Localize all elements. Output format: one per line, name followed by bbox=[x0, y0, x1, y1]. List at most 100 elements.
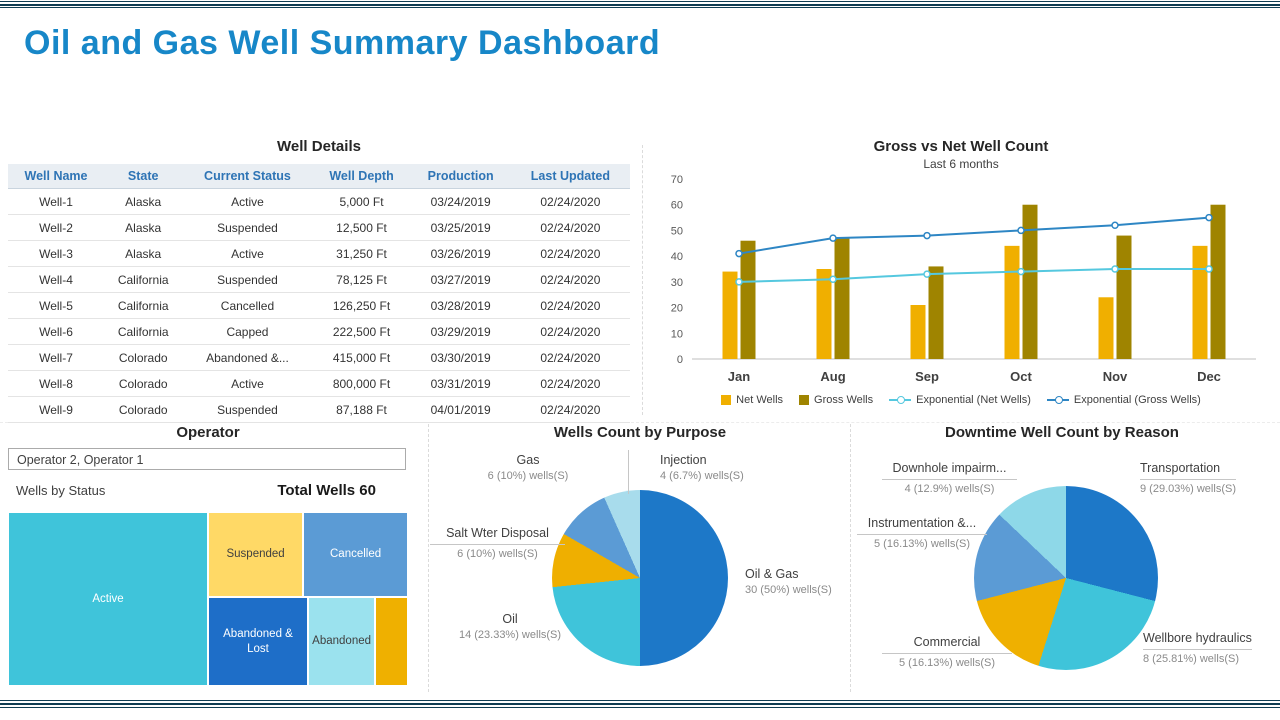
treemap-cell-abandoned-lost[interactable]: Abandoned & Lost bbox=[208, 597, 308, 686]
trend-marker bbox=[829, 234, 837, 242]
top-border-line bbox=[0, 1, 1280, 2]
total-wells-label: Total Wells 60 bbox=[277, 482, 376, 499]
bar-net-wells bbox=[722, 271, 738, 359]
legend-item: Gross Wells bbox=[799, 394, 873, 406]
panel-divider-right bbox=[850, 424, 851, 692]
column-header: Last Updated bbox=[510, 164, 630, 189]
treemap-cell[interactable] bbox=[375, 597, 408, 686]
x-category-label: Aug bbox=[820, 369, 845, 384]
well-details-title: Well Details bbox=[277, 138, 361, 155]
treemap-cell-abandoned[interactable]: Abandoned bbox=[308, 597, 376, 686]
table-row: Well-3 Alaska Active 31,250 Ft 03/26/2019 02/… bbox=[8, 240, 630, 267]
wells-by-status-label: Wells by Status bbox=[16, 483, 106, 498]
page-title: Oil and Gas Well Summary Dashboard bbox=[24, 24, 661, 62]
trend-marker bbox=[923, 270, 931, 278]
bar-gross-wells bbox=[1210, 204, 1226, 359]
legend-label: Net Wells bbox=[736, 394, 784, 406]
table-cell: Capped bbox=[182, 318, 313, 345]
table-cell: 31,250 Ft bbox=[312, 240, 411, 267]
x-category-label: Sep bbox=[915, 369, 939, 384]
bar-gross-wells bbox=[1116, 235, 1132, 359]
operator-panel: Operator Operator 2, Operator 1 Wells by… bbox=[8, 424, 408, 686]
table-cell: Well-1 bbox=[8, 188, 104, 215]
trend-marker bbox=[829, 275, 837, 284]
bar-gross-wells bbox=[1022, 204, 1038, 359]
column-header: Well Depth bbox=[312, 164, 411, 189]
treemap-cell-cancelled[interactable]: Cancelled bbox=[303, 512, 408, 598]
trend-marker bbox=[1111, 221, 1119, 230]
table-cell: California bbox=[104, 318, 183, 345]
table-cell: Active bbox=[182, 188, 313, 215]
pie-label-commercial: Commercial 5 (16.13%) wells(S) bbox=[882, 634, 1012, 671]
table-cell: Active bbox=[182, 370, 313, 397]
table-cell: Abandoned &... bbox=[182, 344, 313, 371]
column-header: Well Name bbox=[8, 164, 104, 189]
table-cell: California bbox=[104, 266, 183, 293]
treemap-cell-active[interactable]: Active bbox=[8, 512, 208, 686]
pie-label-transportation: Transportation 9 (29.03%) wells(S) bbox=[1140, 461, 1236, 495]
table-cell: Well-6 bbox=[8, 318, 104, 345]
y-tick-label: 20 bbox=[671, 303, 683, 315]
bar-gross-wells bbox=[834, 238, 850, 359]
table-cell: 800,000 Ft bbox=[312, 370, 411, 397]
table-cell: 5,000 Ft bbox=[312, 188, 411, 215]
table-row: Well-5 California Cancelled 126,250 Ft 03/28… bbox=[8, 292, 630, 319]
trend-marker bbox=[735, 278, 743, 286]
table-cell: Well-4 bbox=[8, 266, 104, 293]
operator-slicer[interactable]: Operator 2, Operator 1 bbox=[8, 448, 406, 470]
table-cell: 04/01/2019 bbox=[410, 396, 511, 423]
y-tick-label: 10 bbox=[671, 328, 683, 340]
x-category-label: Oct bbox=[1010, 369, 1032, 384]
table-cell: Cancelled bbox=[182, 292, 313, 319]
table-cell: 02/24/2020 bbox=[510, 214, 630, 241]
pie-label-salt-water-disposal: Salt Wter Disposal 6 (10%) wells(S) bbox=[430, 525, 565, 562]
status-row: Wells by Status Total Wells 60 bbox=[16, 482, 396, 499]
legend-label: Exponential (Net Wells) bbox=[916, 394, 1031, 406]
pie-label-instrumentation: Instrumentation &... 5 (16.13%) wells(S) bbox=[857, 515, 987, 552]
bar-net-wells bbox=[1192, 245, 1208, 359]
panel-divider-top bbox=[642, 145, 643, 415]
table-cell: 02/24/2020 bbox=[510, 240, 630, 267]
y-tick-label: 0 bbox=[677, 354, 683, 366]
y-tick-label: 70 bbox=[671, 174, 683, 186]
top-border-line bbox=[0, 7, 1280, 8]
well-details-panel: Well Details Well Name State Current Statu… bbox=[8, 138, 630, 423]
table-cell: 87,188 Ft bbox=[312, 396, 411, 423]
leader-line bbox=[628, 450, 629, 494]
trend-marker bbox=[923, 231, 931, 240]
table-cell: 03/26/2019 bbox=[410, 240, 511, 267]
table-cell: 12,500 Ft bbox=[312, 214, 411, 241]
x-category-label: Nov bbox=[1103, 369, 1128, 384]
column-header: Current Status bbox=[182, 164, 313, 189]
table-cell: 02/24/2020 bbox=[510, 344, 630, 371]
downtime-by-reason-title: Downtime Well Count by Reason bbox=[945, 424, 1179, 441]
legend-label: Exponential (Gross Wells) bbox=[1073, 394, 1201, 406]
bottom-border-line bbox=[0, 700, 1280, 701]
table-cell: 02/24/2020 bbox=[510, 396, 630, 423]
table-row: Well-4 California Suspended 78,125 Ft 03/27/… bbox=[8, 266, 630, 293]
trend-marker bbox=[1017, 226, 1025, 235]
table-cell: Well-3 bbox=[8, 240, 104, 267]
table-cell: Colorado bbox=[104, 344, 183, 371]
table-cell: 02/24/2020 bbox=[510, 318, 630, 345]
table-cell: 03/25/2019 bbox=[410, 214, 511, 241]
operator-title: Operator bbox=[176, 424, 240, 441]
trend-marker bbox=[1205, 213, 1213, 222]
bar-net-wells bbox=[816, 269, 832, 359]
bar-net-wells bbox=[1004, 245, 1020, 359]
table-cell: 03/27/2019 bbox=[410, 266, 511, 293]
well-details-table: Well Name State Current Status Well Depth Pr… bbox=[8, 164, 630, 423]
table-cell: 02/24/2020 bbox=[510, 188, 630, 215]
wells-by-purpose-title: Wells Count by Purpose bbox=[553, 424, 727, 441]
gross-net-chart-title: Gross vs Net Well Count bbox=[873, 138, 1049, 155]
y-tick-label: 40 bbox=[671, 251, 683, 263]
table-cell: Suspended bbox=[182, 396, 313, 423]
treemap-cell-suspended[interactable]: Suspended bbox=[208, 512, 304, 598]
table-cell: Well-5 bbox=[8, 292, 104, 319]
table-cell: Alaska bbox=[104, 188, 183, 215]
table-row: Well-8 Colorado Active 800,000 Ft 03/31/2019… bbox=[8, 370, 630, 397]
table-cell: 03/31/2019 bbox=[410, 370, 511, 397]
panel-divider-left bbox=[428, 424, 429, 692]
trend-line bbox=[738, 268, 1209, 283]
bar-net-wells bbox=[910, 305, 926, 359]
